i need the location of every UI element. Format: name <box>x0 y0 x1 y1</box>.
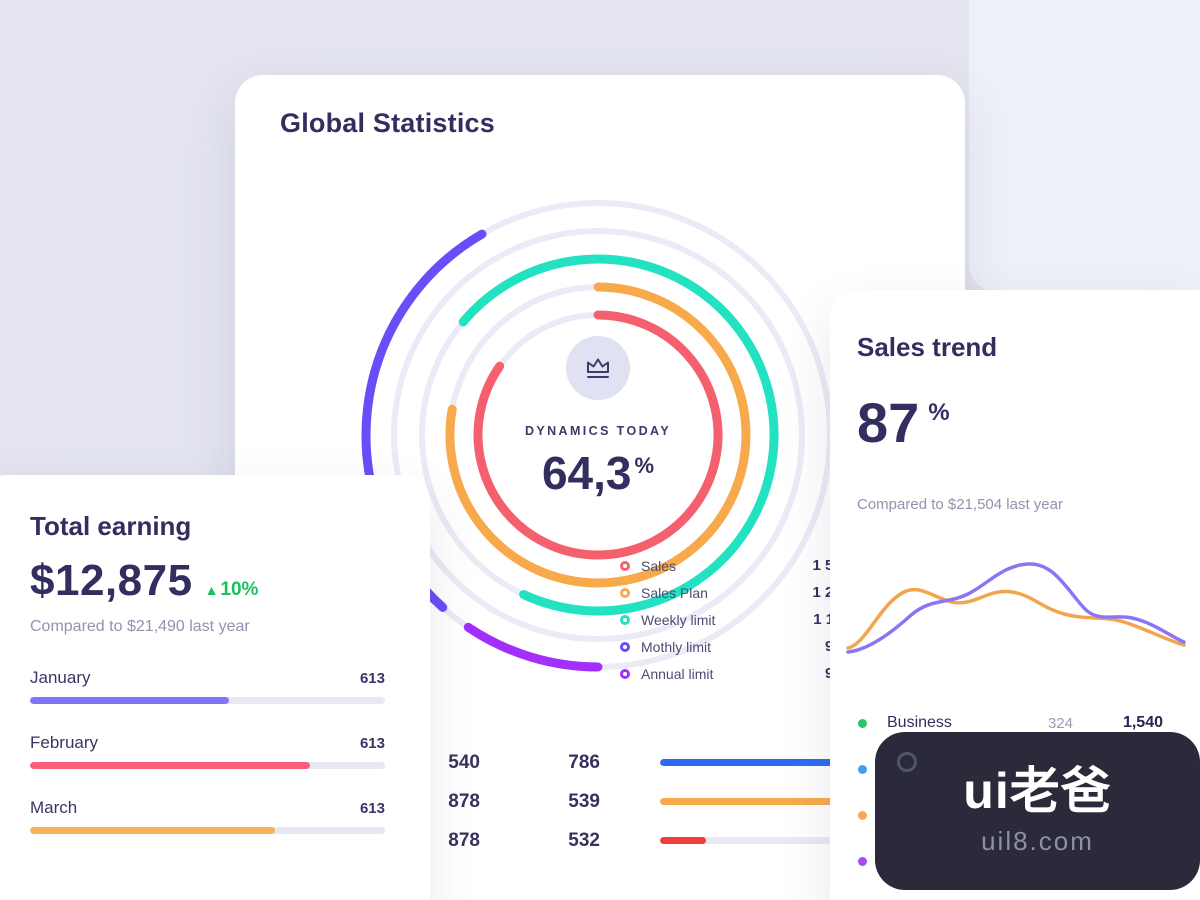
legend-label: Weekly limit <box>641 611 716 628</box>
legend-row <box>850 746 1165 792</box>
legend-label: Business <box>887 714 952 731</box>
statistics-table: 540 786 878 539 878 532 <box>395 743 895 860</box>
legend-label: Annual limit <box>641 665 714 682</box>
table-cell: 532 <box>568 829 600 851</box>
table-cell: 878 <box>448 829 480 851</box>
percent-number: 87 <box>857 391 920 454</box>
legend-row <box>850 792 1165 838</box>
legend-ring-icon <box>620 641 630 652</box>
legend-value: 324 <box>1047 714 1073 732</box>
legend-item-sales: Sales 1 540 <box>620 552 850 579</box>
delta-value: 10% <box>220 579 259 600</box>
gauge-arc-sales <box>473 310 723 560</box>
row-bar-fill <box>660 837 706 844</box>
month-value: 613 <box>359 800 385 817</box>
gauge-legend: Sales 1 540 Sales Plan 1 210 Weekly limi… <box>620 552 850 687</box>
watermark-logo: ui老爸 <box>963 762 1112 819</box>
total-earning-delta: ▲ 10% <box>205 579 259 601</box>
row-bar-track <box>660 759 890 766</box>
table-cell: 786 <box>568 751 600 773</box>
month-bar-fill <box>30 827 275 834</box>
uil8-watermark: ui老爸 uil8.com <box>875 732 1200 890</box>
sales-trend-compare: Compared to $21,504 last year <box>857 496 1063 513</box>
gauge-center: DYNAMICS TODAY 64,3% <box>448 336 748 500</box>
legend-row <box>850 838 1165 884</box>
legend-label: Mothly limit <box>641 638 712 655</box>
month-bar-track <box>30 827 385 834</box>
legend-item-sales-plan: Sales Plan 1 210 <box>620 579 850 606</box>
sales-trend-legend: Business 324 1,540 <box>850 700 1165 884</box>
global-statistics-title: Global Statistics <box>280 108 495 138</box>
month-label: February <box>30 733 99 752</box>
total-earning-amount-row: $12,875 ▲ 10% <box>30 556 385 606</box>
watermark-site: uil8.com <box>981 825 1094 856</box>
month-bar-track <box>30 697 385 704</box>
gauge-value-unit: % <box>634 453 655 478</box>
total-earning-amount: $12,875 <box>30 556 193 605</box>
legend-label: Sales <box>641 557 677 574</box>
legend-item-annual-limit: Annual limit 932 <box>620 660 850 687</box>
sales-trend-title: Sales trend <box>857 332 998 362</box>
legend-item-weekly-limit: Weekly limit 1 113 <box>620 606 850 633</box>
legend-ring-icon <box>620 614 630 625</box>
row-bar-fill <box>660 759 858 766</box>
month-label: March <box>30 798 78 817</box>
sales-trend-percent: 87% <box>857 390 950 455</box>
gauge-arc-sales-plan <box>445 282 751 588</box>
total-earning-title: Total earning <box>30 511 192 541</box>
legend-dot-icon <box>858 810 867 820</box>
percent-unit: % <box>928 399 950 426</box>
month-bar-track <box>30 762 385 769</box>
gauge-value-number: 64,3 <box>541 447 632 499</box>
legend-row-business: Business 324 1,540 <box>850 700 1165 746</box>
total-earning-compare: Compared to $21,490 last year <box>30 618 250 635</box>
total-earning-card: Total earning $12,875 ▲ 10% Compared to $… <box>0 475 430 900</box>
gauge-arc-weekly-limit <box>458 254 779 616</box>
legend-dot-icon <box>858 718 867 728</box>
row-bar-track <box>660 798 890 805</box>
month-row-january: January 613 <box>30 668 385 704</box>
line-series-orange <box>846 587 1186 650</box>
sales-trend-line-chart <box>846 562 1186 654</box>
crown-badge <box>566 336 630 400</box>
gauge-value: 64,3% <box>448 446 748 500</box>
logo-ring-icon <box>897 752 917 772</box>
table-row: 878 532 <box>395 821 895 860</box>
monthly-earning-list: January 613 February 613 March 613 <box>30 668 385 834</box>
legend-ring-icon <box>620 587 630 598</box>
gauge-arc-annual-limit <box>463 622 603 672</box>
month-row-february: February 613 <box>30 733 385 769</box>
legend-ring-icon <box>620 560 630 571</box>
month-value: 613 <box>359 735 385 752</box>
line-series-purple <box>846 562 1186 654</box>
legend-dot-icon <box>858 856 867 866</box>
row-bar-fill <box>660 798 881 805</box>
table-row: 878 539 <box>395 782 895 821</box>
month-bar-fill <box>30 762 311 769</box>
table-row: 540 786 <box>395 743 895 782</box>
gauge-label: DYNAMICS TODAY <box>524 424 672 438</box>
table-cell: 539 <box>568 790 600 812</box>
crown-icon <box>587 358 609 378</box>
legend-dot-icon <box>858 764 867 774</box>
month-label: January <box>30 668 91 687</box>
legend-label: Sales Plan <box>641 584 708 601</box>
legend-total: 1,540 <box>1122 714 1163 731</box>
table-cell: 540 <box>448 751 480 773</box>
month-value: 613 <box>359 670 385 687</box>
legend-item-monthly-limit: Mothly limit 950 <box>620 633 850 660</box>
month-row-march: March 613 <box>30 798 385 834</box>
background-panel <box>969 0 1200 292</box>
month-bar-fill <box>30 697 229 704</box>
legend-ring-icon <box>620 668 630 679</box>
row-bar-track <box>660 837 890 844</box>
table-cell: 878 <box>448 790 480 812</box>
delta-up-icon: ▲ <box>204 582 219 598</box>
